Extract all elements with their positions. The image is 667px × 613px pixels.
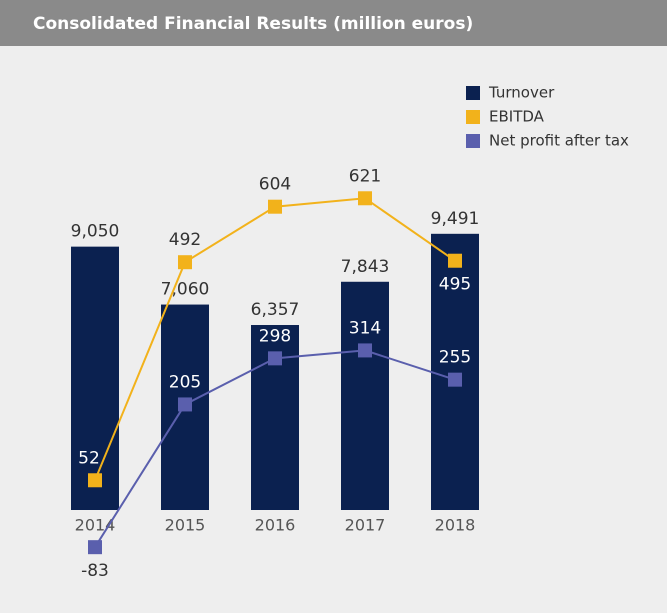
point-value-label: 255 <box>439 348 471 368</box>
bar-value-label: 6,357 <box>251 300 300 320</box>
point <box>178 255 192 270</box>
legend-swatch <box>466 134 480 148</box>
point-value-label: 298 <box>259 326 291 346</box>
point-value-label: -83 <box>81 561 109 581</box>
chart-title: Consolidated Financial Results (million … <box>33 14 473 34</box>
point <box>358 191 372 206</box>
legend-label: Turnover <box>488 84 555 102</box>
point-value-label: 205 <box>169 372 201 392</box>
point-value-label: 52 <box>78 448 100 468</box>
bar-value-label: 9,050 <box>71 222 120 242</box>
header-bar <box>0 0 667 46</box>
point <box>268 351 282 366</box>
legend-label: EBITDA <box>489 108 545 126</box>
point <box>178 397 192 412</box>
x-tick-label: 2015 <box>165 516 206 535</box>
x-tick-label: 2017 <box>345 516 386 535</box>
bar <box>431 233 479 511</box>
point <box>88 473 102 488</box>
x-tick-label: 2016 <box>255 516 296 535</box>
point <box>358 343 372 358</box>
legend-swatch <box>466 110 480 124</box>
bar <box>341 281 389 510</box>
point-value-label: 621 <box>349 166 381 186</box>
bar <box>71 246 119 510</box>
legend-label: Net profit after tax <box>489 132 629 150</box>
point-value-label: 604 <box>259 175 291 195</box>
legend-swatch <box>466 86 480 100</box>
bar-value-label: 7,060 <box>161 280 210 300</box>
point-value-label: 495 <box>439 275 471 295</box>
point <box>448 372 462 387</box>
bar-value-label: 7,843 <box>341 257 390 277</box>
bar-value-label: 9,491 <box>431 209 480 229</box>
point-value-label: 492 <box>169 230 201 250</box>
point <box>268 199 282 214</box>
point <box>88 540 102 555</box>
point <box>448 253 462 268</box>
x-tick-label: 2018 <box>435 516 476 535</box>
point-value-label: 314 <box>349 318 381 338</box>
